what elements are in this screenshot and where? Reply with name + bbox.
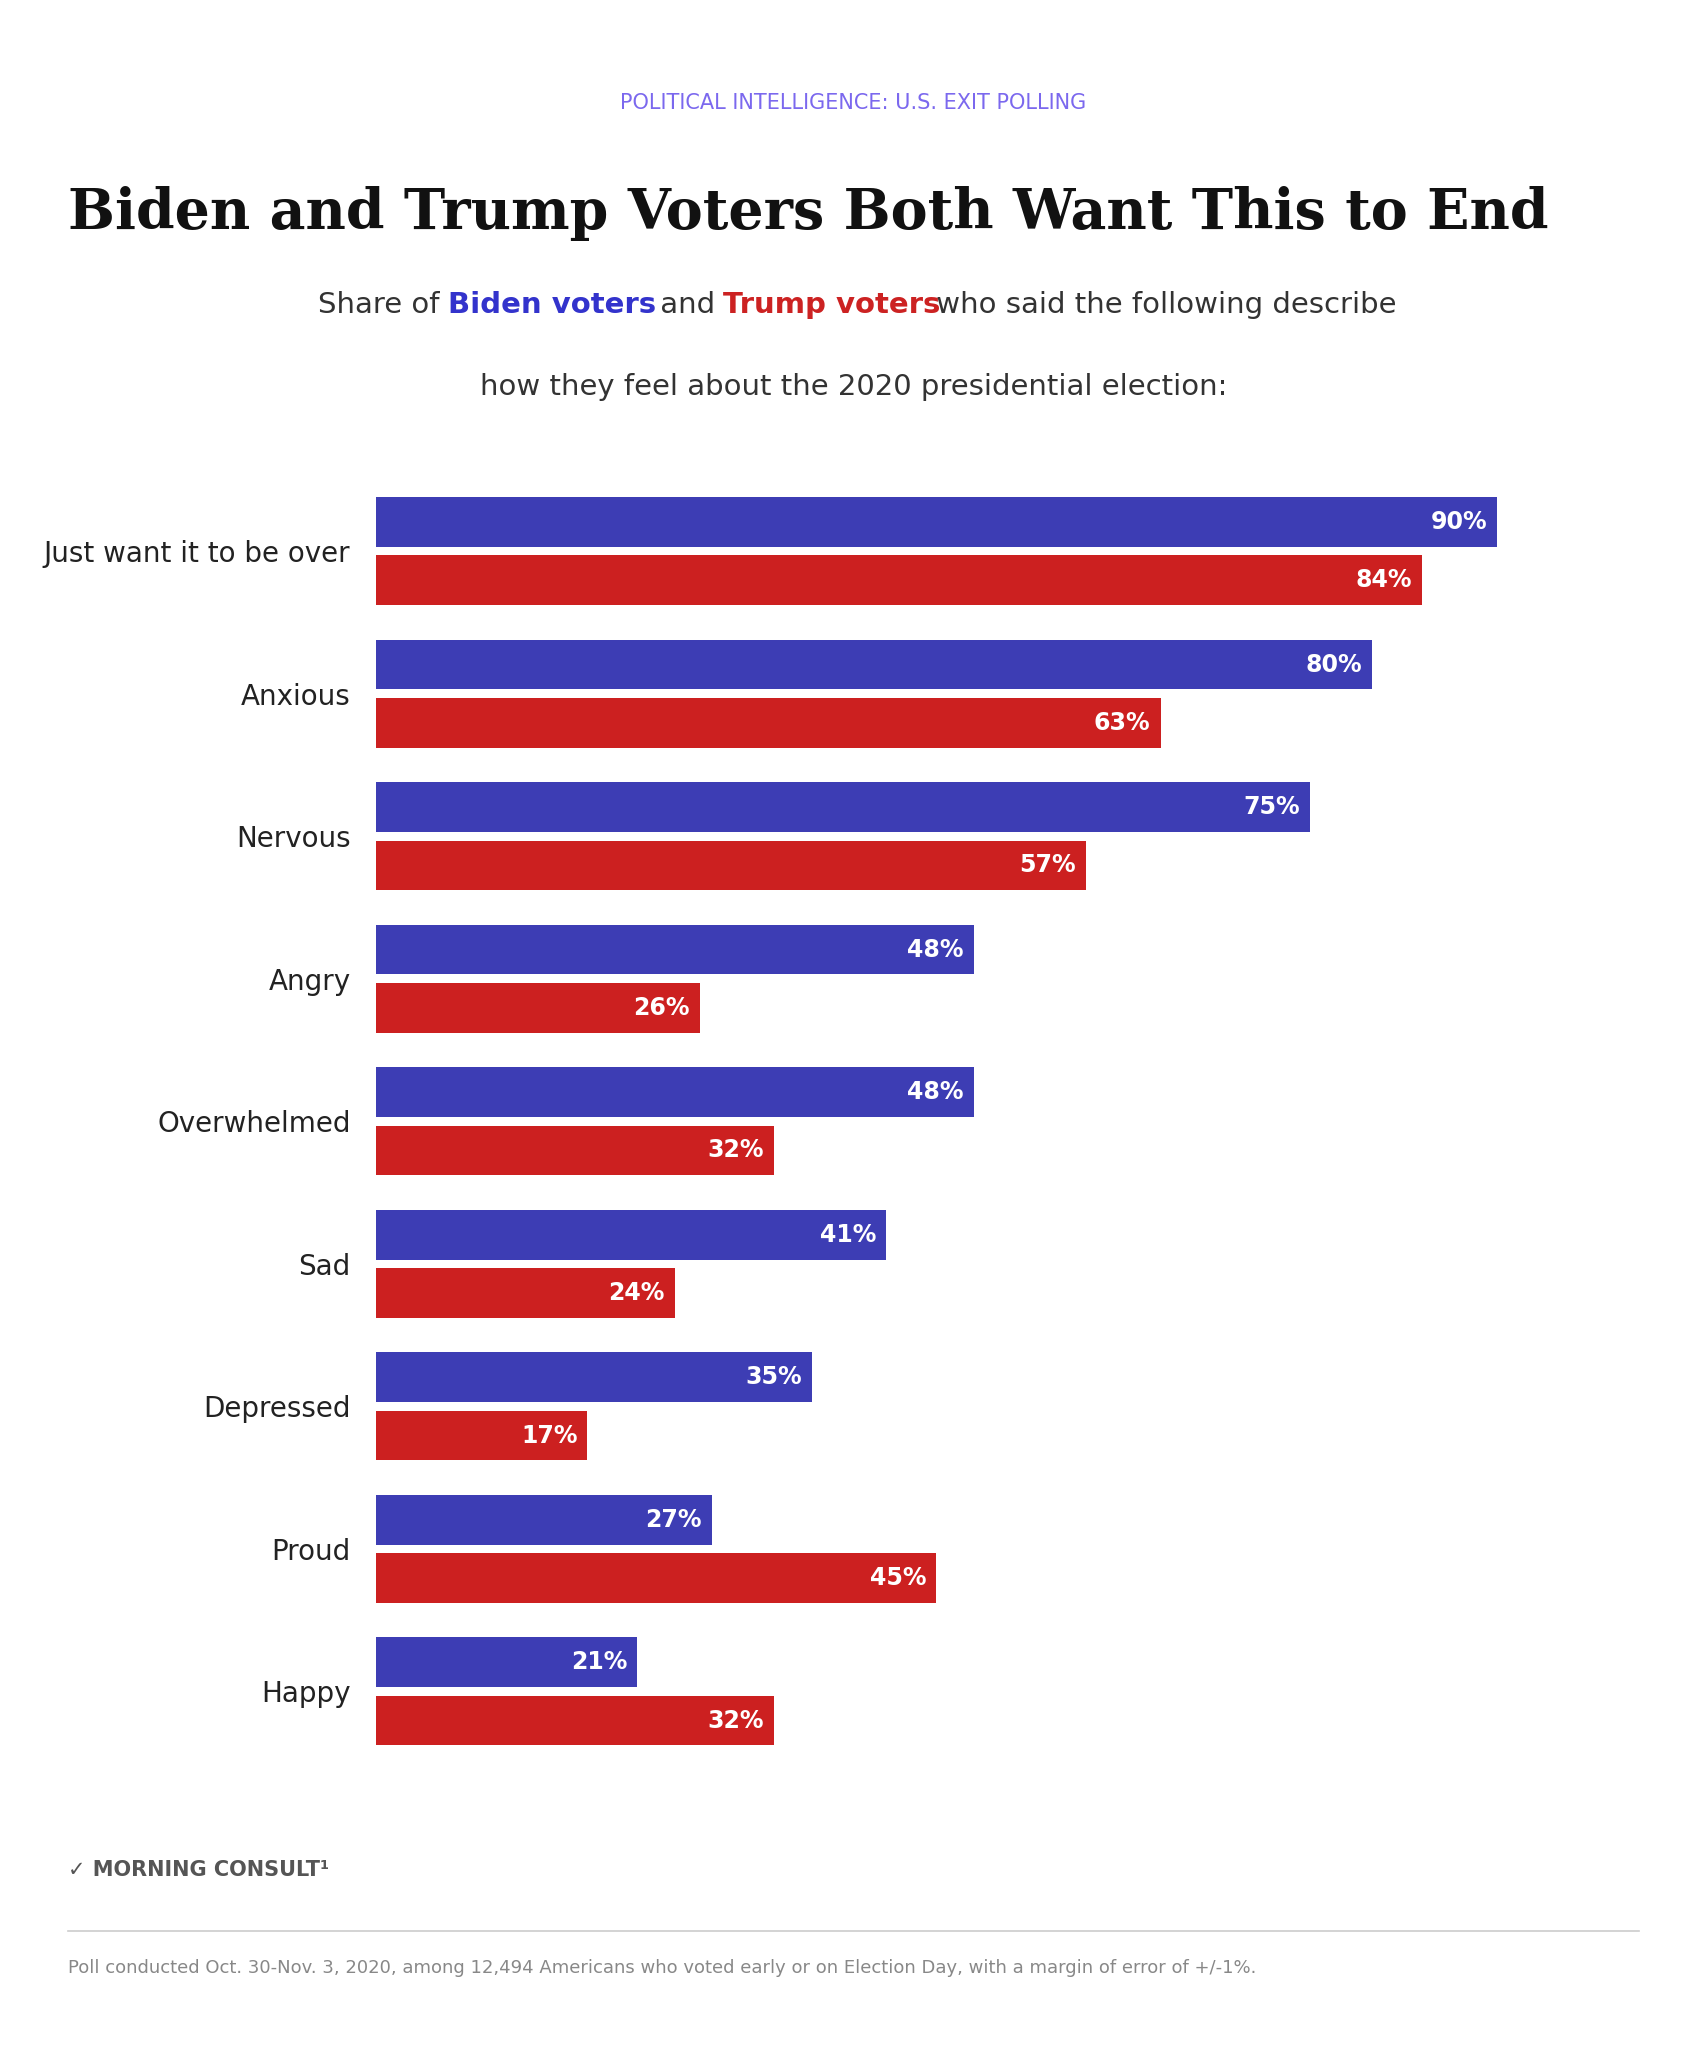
Text: 48%: 48% (906, 938, 964, 963)
Bar (376, 1210, 886, 1260)
Bar (376, 555, 1422, 606)
Bar (376, 1696, 775, 1745)
Bar (376, 1411, 587, 1460)
Bar (376, 498, 1497, 547)
Text: 45%: 45% (871, 1567, 927, 1589)
Text: and: and (652, 291, 724, 319)
Text: 63%: 63% (1094, 711, 1151, 735)
Text: 17%: 17% (521, 1423, 577, 1448)
Text: 75%: 75% (1243, 795, 1301, 819)
Text: who said the following describe: who said the following describe (927, 291, 1396, 319)
Text: how they feel about the 2020 presidential election:: how they feel about the 2020 presidentia… (480, 373, 1227, 401)
Bar (376, 983, 700, 1032)
Text: 21%: 21% (570, 1651, 626, 1673)
Text: Biden and Trump Voters Both Want This to End: Biden and Trump Voters Both Want This to… (68, 186, 1548, 242)
Text: 41%: 41% (819, 1223, 876, 1247)
Text: 80%: 80% (1306, 653, 1362, 676)
Bar (376, 1126, 775, 1176)
Text: 32%: 32% (708, 1139, 765, 1163)
Bar (376, 840, 1086, 891)
Text: 26%: 26% (633, 995, 690, 1020)
Text: Poll conducted Oct. 30-Nov. 3, 2020, among 12,494 Americans who voted early or o: Poll conducted Oct. 30-Nov. 3, 2020, amo… (68, 1960, 1256, 1976)
Bar (376, 1067, 973, 1116)
Text: 57%: 57% (1019, 854, 1075, 877)
Bar (376, 1352, 813, 1403)
Text: 24%: 24% (608, 1280, 664, 1305)
Bar (376, 639, 1372, 690)
Bar (376, 1268, 674, 1319)
Bar (376, 1552, 937, 1604)
Bar (376, 698, 1161, 748)
Text: ✓ MORNING CONSULT¹: ✓ MORNING CONSULT¹ (68, 1860, 329, 1880)
Text: 90%: 90% (1430, 510, 1487, 535)
Text: POLITICAL INTELLIGENCE: U.S. EXIT POLLING: POLITICAL INTELLIGENCE: U.S. EXIT POLLIN… (620, 92, 1087, 113)
Bar (376, 782, 1311, 831)
Bar (376, 924, 973, 975)
Text: 48%: 48% (906, 1079, 964, 1104)
Text: 32%: 32% (708, 1708, 765, 1733)
Text: 27%: 27% (645, 1507, 702, 1532)
Text: 84%: 84% (1355, 569, 1412, 592)
Text: Biden voters: Biden voters (447, 291, 655, 319)
Text: Trump voters: Trump voters (724, 291, 941, 319)
Text: Share of: Share of (318, 291, 449, 319)
Bar (376, 1495, 712, 1544)
Text: 35%: 35% (744, 1366, 802, 1389)
Bar (376, 1636, 637, 1688)
